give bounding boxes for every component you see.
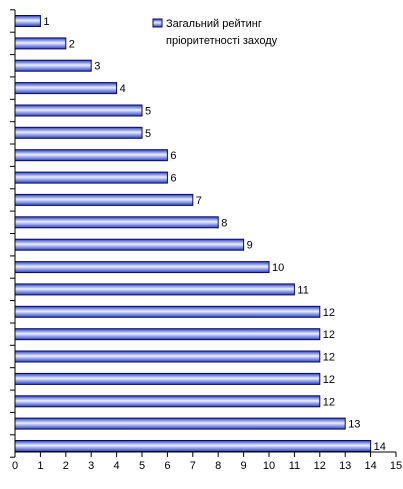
bar-value-label: 12 bbox=[323, 374, 335, 386]
bar bbox=[14, 37, 67, 50]
x-tick-label: 10 bbox=[263, 460, 275, 472]
x-tick-label: 12 bbox=[314, 460, 326, 472]
bar-value-label: 12 bbox=[323, 307, 335, 319]
bar-value-label: 14 bbox=[374, 441, 386, 453]
bar-value-label: 12 bbox=[323, 329, 335, 341]
bar-value-label: 11 bbox=[297, 284, 308, 296]
bar bbox=[14, 216, 219, 229]
bar bbox=[14, 82, 118, 95]
bar-value-label: 3 bbox=[94, 61, 100, 73]
bar bbox=[14, 15, 41, 27]
x-tick-label: 11 bbox=[289, 460, 300, 472]
bar-value-label: 13 bbox=[348, 419, 360, 431]
x-tick-label: 4 bbox=[114, 460, 120, 472]
bar bbox=[14, 261, 270, 274]
x-tick-label: 6 bbox=[164, 460, 170, 472]
bar bbox=[14, 171, 168, 184]
bar bbox=[14, 104, 143, 117]
x-tick-label: 15 bbox=[390, 460, 402, 472]
x-tick-label: 8 bbox=[215, 460, 221, 472]
bar bbox=[14, 193, 194, 206]
bar-value-label: 6 bbox=[170, 150, 176, 162]
bar bbox=[14, 305, 321, 318]
x-tick-label: 14 bbox=[364, 460, 376, 472]
bar bbox=[14, 328, 321, 341]
x-tick-label: 5 bbox=[139, 460, 145, 472]
bar bbox=[14, 238, 245, 251]
x-tick-label: 9 bbox=[241, 460, 247, 472]
axis-layer: 0 1 2 3 4 5 6 7 8 9 10 11 12 13 14 15 bbox=[10, 9, 402, 472]
x-tick-label: 2 bbox=[63, 460, 69, 472]
x-tick-label: 13 bbox=[339, 460, 351, 472]
bar bbox=[14, 149, 168, 162]
x-tick-label: 3 bbox=[88, 460, 94, 472]
legend-line-1: Загальний рейтинг bbox=[166, 18, 262, 30]
legend: Загальний рейтинг пріоритетності заходу bbox=[152, 18, 278, 47]
bar bbox=[14, 59, 92, 72]
bar-value-label: 12 bbox=[323, 352, 335, 364]
bar-value-label: 5 bbox=[145, 128, 151, 140]
bar bbox=[14, 283, 295, 296]
legend-swatch bbox=[152, 18, 163, 28]
bar-value-label: 6 bbox=[170, 173, 176, 185]
bar-value-label: 10 bbox=[272, 262, 284, 274]
bar-value-label: 12 bbox=[323, 396, 335, 408]
x-tick-label: 0 bbox=[12, 460, 18, 472]
bar bbox=[14, 440, 372, 452]
bar-value-label: 1 bbox=[43, 16, 49, 28]
bar-value-label: 5 bbox=[145, 106, 151, 118]
bar bbox=[14, 350, 321, 363]
bar bbox=[14, 417, 346, 430]
x-tick-label: 7 bbox=[190, 460, 196, 472]
legend-line-2: пріоритетності заходу bbox=[166, 35, 278, 47]
bar-value-label: 2 bbox=[69, 38, 75, 50]
bar-value-label: 9 bbox=[247, 240, 253, 252]
bar bbox=[14, 372, 321, 385]
x-tick-label: 1 bbox=[37, 460, 43, 472]
bar-value-label: 8 bbox=[221, 217, 227, 229]
bar bbox=[14, 126, 143, 139]
bar bbox=[14, 395, 321, 408]
bar-value-label: 7 bbox=[196, 195, 202, 207]
bar-value-label: 4 bbox=[120, 83, 126, 95]
